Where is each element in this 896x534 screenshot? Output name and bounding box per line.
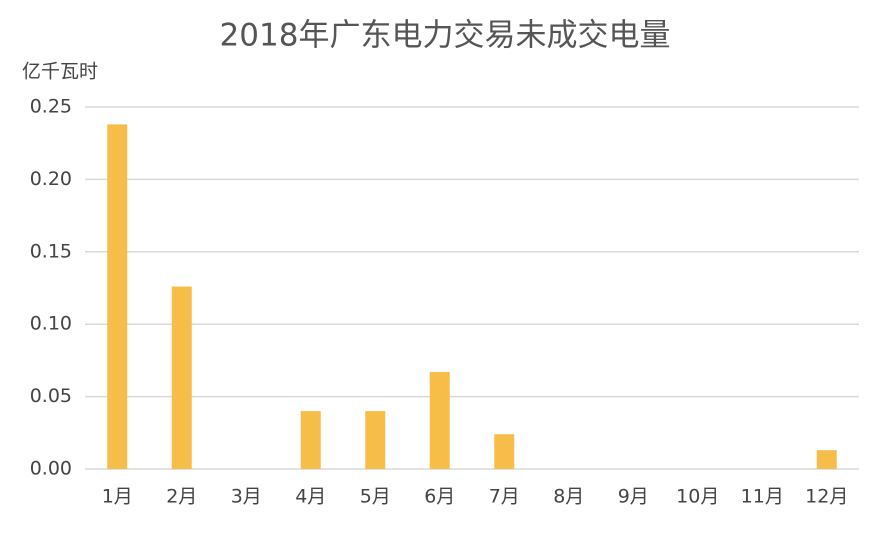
y-tick-label: 0.20 bbox=[30, 168, 72, 190]
x-tick-label: 4月 bbox=[295, 486, 326, 508]
bar bbox=[365, 411, 386, 469]
y-tick-label: 0.25 bbox=[30, 96, 72, 118]
x-tick-label: 9月 bbox=[618, 486, 649, 508]
x-tick-label: 7月 bbox=[489, 486, 520, 508]
y-tick-label: 0.10 bbox=[30, 313, 72, 335]
bar bbox=[171, 286, 192, 469]
chart-title: 2018年广东电力交易未成交电量 bbox=[220, 18, 671, 54]
bar bbox=[429, 371, 450, 469]
y-tick-label: 0.15 bbox=[30, 240, 72, 262]
x-tick-label: 1月 bbox=[102, 486, 133, 508]
x-tick-label: 10月 bbox=[676, 486, 719, 508]
y-tick-label: 0.05 bbox=[30, 385, 72, 407]
bar bbox=[107, 124, 128, 469]
y-axis-label: 亿千瓦时 bbox=[22, 61, 98, 83]
x-tick-label: 5月 bbox=[360, 486, 391, 508]
x-tick-label: 11月 bbox=[741, 486, 784, 508]
y-tick-label: 0.00 bbox=[30, 458, 72, 480]
x-tick-label: 3月 bbox=[231, 486, 262, 508]
x-tick-label: 12月 bbox=[805, 486, 848, 508]
x-tick-label: 2月 bbox=[166, 486, 197, 508]
bar bbox=[494, 434, 515, 469]
x-tick-label: 8月 bbox=[553, 486, 584, 508]
bar bbox=[816, 450, 837, 469]
bar bbox=[300, 411, 321, 469]
x-tick-label: 6月 bbox=[424, 486, 455, 508]
